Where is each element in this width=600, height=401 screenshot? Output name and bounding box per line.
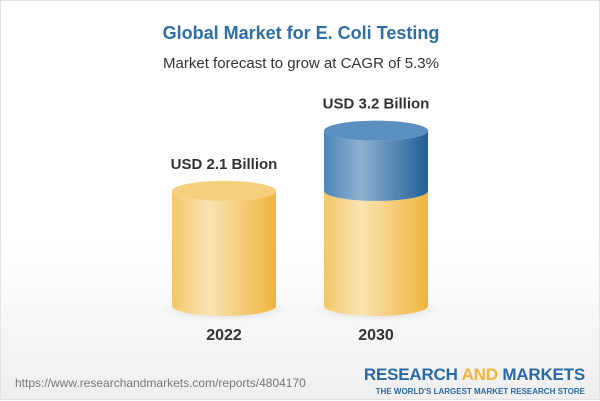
category-label: 2022 (206, 327, 242, 344)
category-label: 2030 (358, 327, 394, 344)
cylinder-base-2022 (172, 190, 276, 316)
cylinder-base-2030 (324, 190, 428, 316)
cylinder-top-2022 (172, 180, 276, 201)
data-label: USD 3.2 Billion (323, 96, 430, 113)
chart-title: Global Market for E. Coli Testing (162, 23, 440, 43)
chart-subtitle: Market forecast to grow at CAGR of 5.3% (163, 55, 439, 72)
data-label: USD 2.1 Billion (171, 156, 278, 173)
cylinder-top-2030 (324, 120, 428, 141)
cylinder-growth-2030 (324, 130, 428, 201)
research-and-markets-logo: RESEARCH AND MARKETS THE WORLD'S LARGEST… (363, 365, 585, 397)
source-url[interactable]: https://www.researchandmarkets.com/repor… (15, 376, 306, 390)
